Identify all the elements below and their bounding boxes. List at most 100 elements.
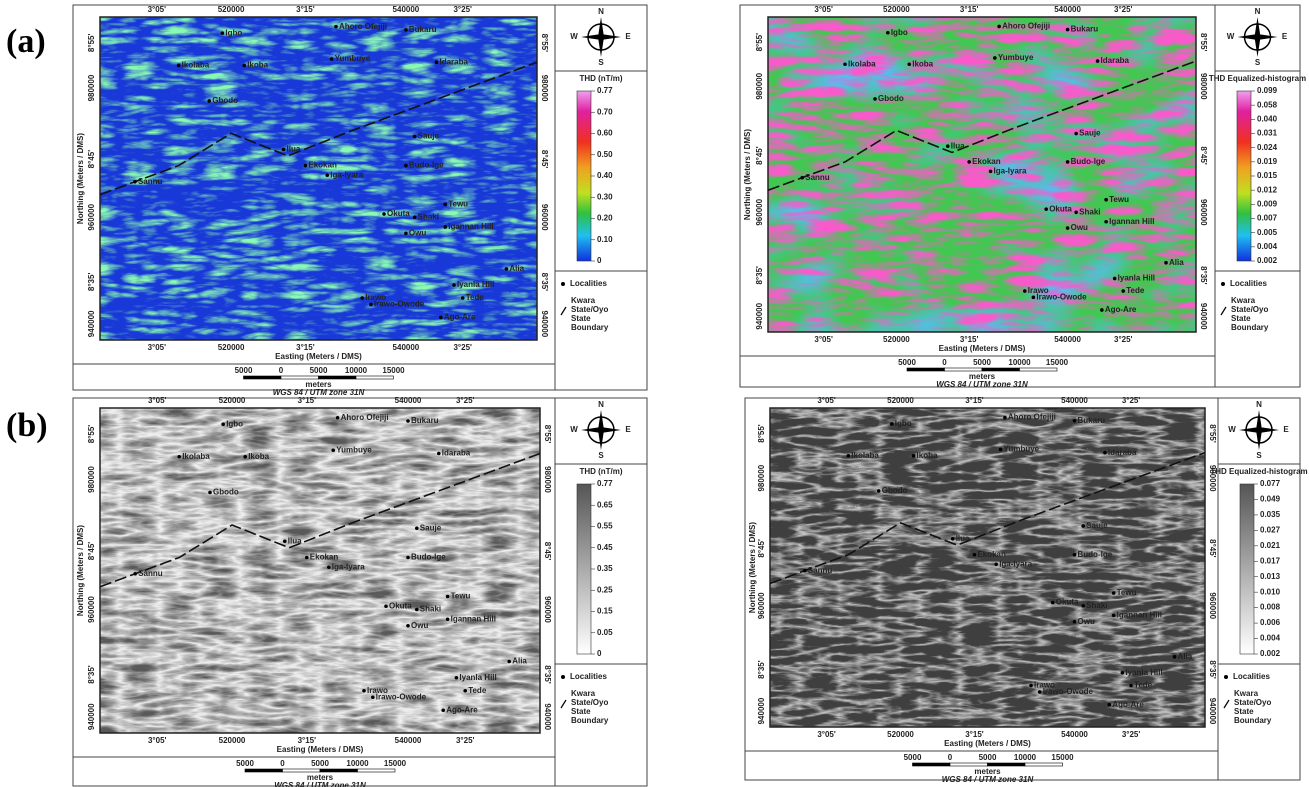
- locality-label: Irawo-Owode: [1043, 687, 1094, 696]
- locality-marker: [360, 296, 364, 300]
- locality-label: Tede: [1126, 286, 1145, 295]
- legend-boundary: Kwara: [1234, 689, 1259, 698]
- locality-marker: [803, 569, 807, 573]
- locality-marker: [177, 64, 181, 68]
- locality-label: Okuta: [387, 209, 410, 218]
- compass-s: S: [598, 451, 604, 460]
- compass-e: E: [1283, 425, 1289, 434]
- locality-label: Alia: [1169, 258, 1184, 267]
- locality-label: Ikoba: [248, 452, 269, 461]
- scale-segment: [283, 769, 321, 772]
- projection: WGS 84 / UTM zone 31N: [942, 775, 1034, 784]
- scale-label: 0: [280, 759, 285, 768]
- locality-label: Sauje: [1079, 129, 1101, 138]
- locality-marker: [507, 660, 511, 664]
- legend-value: 0.002: [1260, 649, 1281, 658]
- legend-value: 0.040: [1257, 114, 1278, 123]
- locality-label: Idaraba: [1101, 56, 1130, 65]
- right-tick-label: 8°45': [1199, 146, 1208, 165]
- locality-marker: [1032, 296, 1036, 300]
- locality-label: Yumbuye: [1004, 445, 1040, 454]
- scale-segment: [281, 376, 319, 379]
- right-tick-label: 8°35': [1199, 266, 1208, 285]
- locality-label: Bukaru: [409, 25, 437, 34]
- locality-label: Gbodo: [882, 486, 908, 495]
- left-tick-label: 8°45': [87, 150, 96, 169]
- top-tick-label: 3°25': [1122, 396, 1141, 405]
- locality-marker: [1051, 601, 1055, 605]
- bottom-tick-label: 3°25': [1114, 335, 1133, 344]
- top-tick-label: 3°15': [960, 5, 979, 14]
- map-texture: [768, 17, 1196, 332]
- locality-label: Igannan Hill: [1109, 217, 1154, 226]
- locality-label: Owu: [409, 229, 426, 238]
- left-tick-label: 8°35': [755, 266, 764, 285]
- locality-marker: [437, 452, 441, 456]
- top-tick-label: 3°15': [298, 396, 317, 405]
- locality-marker: [1029, 684, 1033, 688]
- locality-label: Ago-Are: [446, 705, 478, 714]
- legend-value: 0.009: [1257, 199, 1278, 208]
- locality-marker: [951, 537, 955, 541]
- left-tick-label: 8°35': [87, 665, 96, 684]
- locality-label: Ilua: [956, 534, 970, 543]
- locality-label: Ahoro Ofejiji: [1002, 22, 1050, 31]
- locality-label: Yumbuye: [336, 445, 372, 454]
- locality-label: Iyanla Hill: [457, 280, 494, 289]
- locality-marker: [443, 203, 447, 207]
- y-axis-label: Northing (Meters / DMS): [76, 525, 85, 616]
- locality-marker: [415, 608, 419, 612]
- legend-title: THD Equalized-histogram: [1209, 74, 1306, 83]
- compass-e: E: [625, 32, 631, 41]
- locality-label: Okuta: [389, 601, 412, 610]
- locality-label: Bukaru: [411, 416, 439, 425]
- locality-label: Ahoro Ofejiji: [341, 413, 389, 422]
- bottom-tick-label: 3°25': [453, 343, 472, 352]
- locality-label: Ago-Are: [1112, 700, 1144, 709]
- left-tick-label: 8°35': [757, 660, 766, 679]
- locality-marker: [334, 25, 338, 29]
- bottom-tick-label: 520000: [219, 736, 246, 745]
- locality-marker: [843, 62, 847, 66]
- legend-value: 0.65: [597, 500, 613, 509]
- row-label: (a): [6, 23, 46, 60]
- scale-segment: [913, 763, 951, 766]
- left-tick-label: 8°45': [757, 539, 766, 558]
- locality-marker: [382, 212, 386, 216]
- locality-label: Ilua: [287, 145, 301, 154]
- y-axis-label: Northing (Meters / DMS): [743, 129, 752, 220]
- figure: (a) (b) Ahoro OfejijiBukaruIgboYumbuyeIk…: [0, 0, 1309, 787]
- locality-marker: [406, 419, 410, 423]
- legend-boundary: State/Oyo: [1234, 698, 1271, 707]
- scale-segment: [982, 368, 1020, 371]
- scale-label: 15000: [1051, 753, 1074, 762]
- legend-boundary: Boundary: [1234, 716, 1272, 725]
- locality-label: Tewu: [1109, 195, 1129, 204]
- left-tick-label: 8°55': [87, 425, 96, 444]
- locality-marker: [446, 617, 450, 621]
- locality-marker: [1103, 451, 1107, 455]
- legend-value: 0.005: [1257, 228, 1278, 237]
- locality-marker: [1104, 220, 1108, 224]
- legend-boundary: State/Oyo: [571, 698, 608, 707]
- compass-e: E: [1282, 32, 1288, 41]
- locality-marker: [912, 454, 916, 458]
- locality-marker: [1074, 211, 1078, 215]
- right-tick-label: 8°55': [543, 425, 552, 444]
- left-tick-label: 8°35': [87, 273, 96, 292]
- locality-label: Budo-Ige: [409, 161, 444, 170]
- locality-marker: [1073, 620, 1077, 624]
- right-tick-label: 960000: [543, 596, 552, 623]
- locality-label: Igbo: [895, 419, 912, 428]
- compass-w: W: [1228, 425, 1236, 434]
- locality-label: Okuta: [1056, 598, 1079, 607]
- legend-value: 0.077: [1260, 479, 1281, 488]
- locality-marker: [208, 491, 212, 495]
- scale-segment: [945, 368, 983, 371]
- scale-label: 15000: [384, 759, 407, 768]
- scale-segment: [950, 763, 988, 766]
- locality-marker: [1023, 289, 1027, 293]
- legend-boundary: State/Oyo: [571, 305, 608, 314]
- locality-marker: [463, 689, 467, 693]
- locality-label: Ikoba: [912, 59, 933, 68]
